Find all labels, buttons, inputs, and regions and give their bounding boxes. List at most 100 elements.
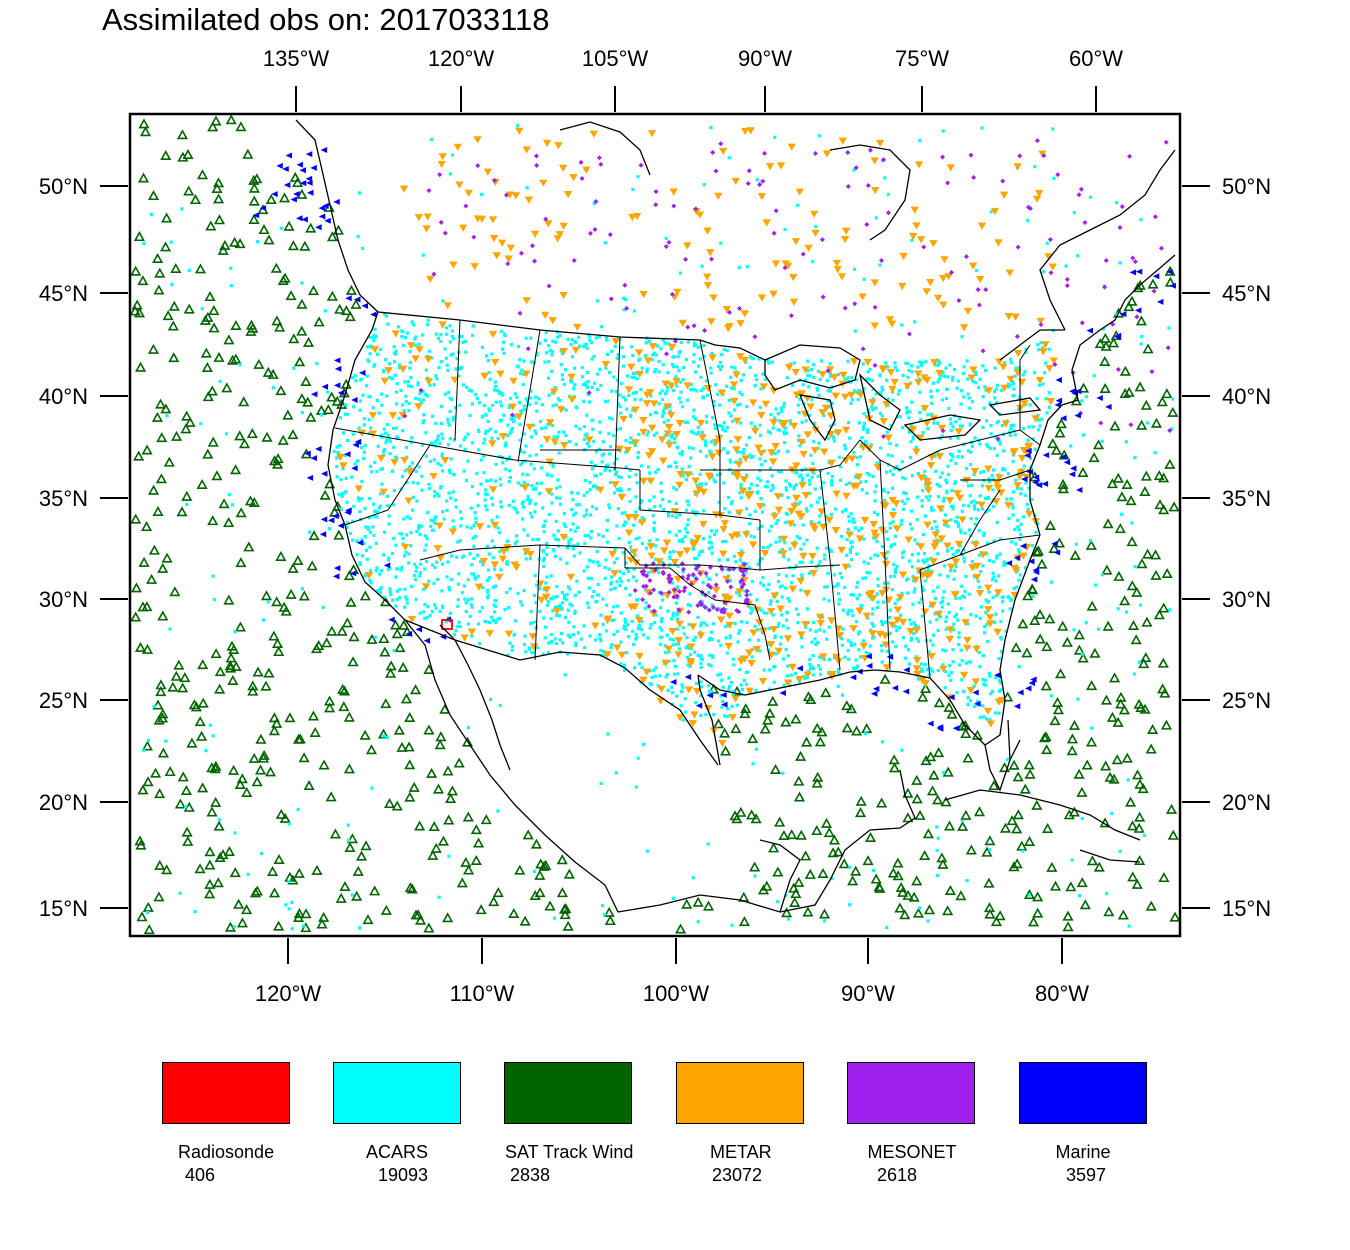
metar-marker — [688, 720, 698, 728]
acars-marker — [787, 599, 791, 603]
metar-marker — [972, 645, 981, 653]
acars-marker — [418, 391, 422, 396]
acars-marker — [941, 596, 945, 600]
acars-marker — [759, 608, 763, 612]
acars-marker — [622, 624, 626, 628]
acars-marker — [818, 655, 822, 659]
acars-marker — [1072, 210, 1076, 215]
acars-marker — [379, 347, 383, 351]
acars-marker — [817, 393, 821, 397]
acars-marker — [780, 548, 784, 552]
acars-marker — [376, 352, 380, 357]
metar-marker — [804, 244, 813, 252]
sat-wind-marker — [1099, 355, 1111, 367]
metar-marker — [797, 631, 806, 639]
metar-marker — [801, 492, 811, 500]
acars-marker — [585, 384, 589, 388]
metar-marker — [769, 626, 778, 634]
acars-marker — [710, 551, 714, 555]
acars-marker — [988, 674, 992, 678]
acars-marker — [519, 410, 523, 414]
sat-wind-marker — [983, 877, 995, 888]
acars-marker — [782, 432, 787, 436]
acars-marker — [664, 392, 668, 396]
sat-wind-marker — [176, 506, 188, 517]
acars-marker — [689, 388, 693, 392]
metar-marker — [510, 561, 519, 569]
acars-marker — [335, 475, 339, 479]
acars-marker — [944, 627, 948, 631]
metar-marker — [728, 714, 737, 722]
acars-marker — [669, 464, 673, 469]
metar-marker — [799, 450, 808, 458]
acars-marker — [739, 655, 743, 659]
metar-marker — [370, 346, 380, 354]
acars-marker — [997, 678, 1002, 682]
acars-marker — [810, 475, 814, 479]
acars-marker — [773, 135, 777, 139]
acars-marker — [651, 514, 655, 518]
metar-marker — [569, 174, 578, 182]
acars-marker — [1011, 459, 1015, 464]
acars-marker — [432, 581, 436, 586]
acars-marker — [816, 474, 820, 478]
acars-marker — [499, 329, 503, 334]
acars-marker — [802, 542, 806, 546]
acars-marker — [1070, 858, 1074, 862]
acars-marker — [631, 642, 636, 647]
metar-marker — [735, 588, 744, 596]
sat-wind-marker — [183, 303, 195, 314]
acars-marker — [977, 386, 981, 390]
acars-marker — [880, 660, 884, 664]
acars-marker — [984, 510, 988, 514]
mesonet-marker — [518, 250, 524, 256]
acars-marker — [409, 385, 414, 389]
acars-marker — [431, 443, 435, 447]
acars-marker — [573, 609, 577, 613]
acars-marker — [964, 574, 968, 579]
acars-marker — [853, 526, 858, 530]
acars-marker — [551, 404, 555, 408]
acars-marker — [807, 571, 812, 575]
acars-marker — [368, 496, 372, 501]
acars-marker — [891, 640, 895, 644]
acars-marker — [430, 441, 434, 445]
acars-marker — [545, 473, 550, 477]
acars-marker — [814, 642, 818, 646]
acars-marker — [822, 413, 826, 418]
acars-marker — [840, 693, 845, 697]
acars-marker — [631, 523, 636, 527]
acars-marker — [880, 385, 884, 389]
acars-marker — [505, 539, 510, 543]
acars-marker — [748, 606, 753, 610]
sat-wind-marker — [955, 890, 967, 901]
acars-marker — [572, 386, 576, 390]
metar-marker — [882, 664, 892, 672]
sat-wind-marker — [1161, 388, 1173, 399]
metar-marker — [1017, 454, 1027, 463]
acars-marker — [944, 478, 948, 482]
acars-marker — [940, 605, 944, 609]
acars-marker — [667, 439, 671, 443]
metar-marker — [920, 405, 930, 413]
acars-marker — [372, 533, 376, 538]
sat-wind-marker — [781, 907, 793, 918]
sat-wind-marker — [234, 430, 246, 441]
acars-marker — [862, 560, 866, 564]
acars-marker — [660, 628, 664, 632]
metar-marker — [796, 577, 805, 585]
sat-wind-marker — [428, 821, 440, 832]
acars-marker — [567, 620, 571, 624]
acars-marker — [470, 572, 474, 576]
acars-marker — [855, 664, 859, 668]
acars-marker — [926, 569, 930, 573]
acars-marker — [936, 585, 940, 589]
acars-marker — [631, 353, 635, 358]
metar-marker — [1005, 269, 1015, 277]
acars-marker — [499, 483, 503, 487]
metar-marker — [740, 127, 750, 136]
acars-marker — [727, 510, 731, 514]
acars-marker — [360, 479, 364, 484]
acars-marker — [499, 418, 503, 422]
metar-marker — [406, 342, 416, 350]
